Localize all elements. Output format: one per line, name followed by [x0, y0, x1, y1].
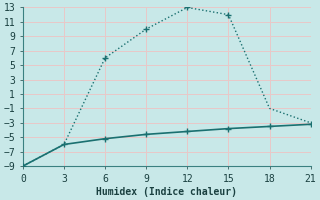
X-axis label: Humidex (Indice chaleur): Humidex (Indice chaleur) [96, 186, 237, 197]
